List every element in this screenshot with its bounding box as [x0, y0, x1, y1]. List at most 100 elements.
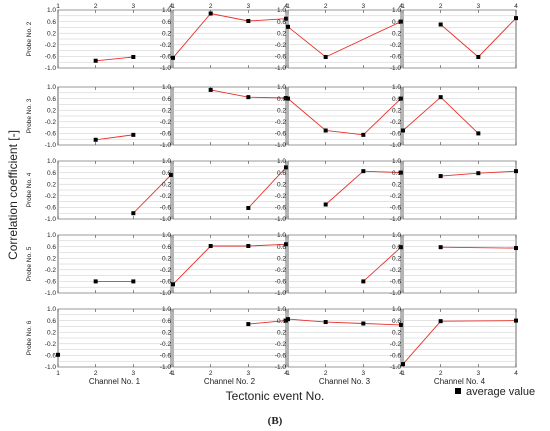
series-line [440, 246, 517, 249]
data-point [208, 87, 213, 92]
data-point [361, 169, 366, 174]
data-point [514, 318, 518, 323]
y-tick-label: 0.2 [47, 329, 56, 336]
y-tick-label: -1.0 [160, 65, 172, 72]
y-tick-label: -0.2 [160, 341, 172, 348]
x-tick-label-bottom: 2 [209, 370, 213, 377]
y-tick-label: 0.2 [277, 329, 286, 336]
column-label: Channel No. 4 [434, 377, 486, 386]
data-point [514, 169, 518, 174]
column-label: Channel No. 1 [89, 377, 141, 386]
y-tick-label: 1.0 [277, 7, 286, 14]
data-point [438, 245, 443, 250]
y-tick-label: -1.0 [390, 364, 402, 371]
legend-label: average value [466, 386, 535, 398]
series-line [248, 320, 287, 325]
panels-layer: 1.00.60.2-0.2-0.6-1.01 2 3 41.00.60.2-0.2-0… [26, 3, 518, 386]
data-point [284, 16, 288, 21]
column-label: Channel No. 2 [204, 377, 256, 386]
y-tick-label: 1.0 [277, 84, 286, 91]
data-point [476, 131, 481, 136]
series-line [247, 167, 287, 209]
y-axis-label: Correlation coefficient [-] [6, 130, 20, 260]
row-label: Probe No. 4 [26, 172, 33, 207]
x-tick-label-top: 2 [324, 3, 328, 10]
data-point [514, 246, 518, 251]
y-tick-label: 0.2 [392, 181, 401, 188]
y-tick-label: -0.2 [390, 267, 402, 274]
y-tick-label: -1.0 [390, 216, 402, 223]
y-tick-label: 1.0 [162, 158, 171, 165]
y-tick-label: 0.6 [392, 244, 401, 251]
y-tick-label: 0.6 [47, 318, 56, 325]
y-tick-label: -0.6 [160, 279, 172, 286]
y-tick-label: -0.2 [160, 267, 172, 274]
y-tick-label: -0.6 [390, 131, 402, 138]
y-tick-label: 1.0 [162, 232, 171, 239]
y-tick-label: 0.2 [277, 30, 286, 37]
y-tick-label: 0.2 [47, 255, 56, 262]
data-point [131, 132, 136, 137]
x-axis-label: Tectonic event No. [226, 389, 325, 403]
data-point [399, 245, 403, 250]
y-tick-label: 1.0 [392, 84, 401, 91]
data-point [56, 352, 60, 357]
x-tick-label-bottom: 3 [477, 370, 481, 377]
y-tick-label: -0.6 [390, 353, 402, 360]
data-point [169, 172, 173, 177]
x-tick-label-top: 3 [247, 3, 251, 10]
y-tick-label: 0.6 [47, 96, 56, 103]
x-tick-label-bottom: 3 [362, 370, 366, 377]
y-tick-label: -1.0 [45, 142, 57, 149]
y-tick-label: -1.0 [275, 364, 287, 371]
y-tick-label: 0.6 [47, 170, 56, 177]
y-tick-label: 1.0 [277, 306, 286, 313]
y-tick-label: -0.2 [45, 267, 57, 274]
data-point [399, 19, 403, 24]
y-tick-label: -0.6 [45, 131, 57, 138]
x-tick-label-bottom: 1 [401, 370, 405, 377]
y-tick-label: 0.2 [47, 30, 56, 37]
data-point [286, 24, 290, 29]
y-tick-label: -1.0 [390, 65, 402, 72]
y-tick-label: 0.6 [392, 96, 401, 103]
y-tick-label: -0.6 [275, 353, 287, 360]
y-tick-label: 1.0 [47, 7, 56, 14]
y-tick-label: -1.0 [45, 290, 57, 297]
y-tick-label: 0.6 [277, 318, 286, 325]
data-point [323, 54, 328, 59]
y-tick-label: 0.2 [392, 255, 401, 262]
y-tick-label: -0.6 [160, 205, 172, 212]
row-label: Probe No. 2 [26, 21, 33, 56]
data-point [399, 170, 403, 175]
data-point [361, 279, 366, 284]
y-tick-label: -0.2 [45, 193, 57, 200]
y-tick-label: 0.6 [162, 170, 171, 177]
data-point [246, 244, 251, 249]
x-tick-label-bottom: 3 [132, 370, 136, 377]
y-tick-label: -1.0 [45, 65, 57, 72]
y-tick-label: 0.2 [47, 107, 56, 114]
y-tick-label: -1.0 [45, 216, 57, 223]
data-point [323, 202, 328, 207]
x-tick-label-top: 2 [209, 3, 213, 10]
y-tick-label: -0.2 [275, 42, 287, 49]
y-tick-label: 0.2 [162, 181, 171, 188]
y-tick-label: -1.0 [275, 65, 287, 72]
y-tick-label: 1.0 [277, 232, 286, 239]
data-point [399, 96, 403, 101]
series-line [172, 243, 287, 285]
y-tick-label: -0.2 [390, 193, 402, 200]
x-tick-label-top: 3 [477, 3, 481, 10]
y-tick-label: -0.6 [275, 54, 287, 61]
column-label: Channel No. 3 [319, 377, 371, 386]
y-tick-label: -1.0 [275, 290, 287, 297]
data-point [246, 95, 251, 100]
series-line [287, 318, 402, 326]
data-point [246, 19, 251, 24]
series-line [287, 98, 402, 136]
x-tick-label-top: 4 [399, 3, 403, 10]
x-tick-label-top: 3 [132, 3, 136, 10]
y-tick-label: 0.2 [277, 107, 286, 114]
